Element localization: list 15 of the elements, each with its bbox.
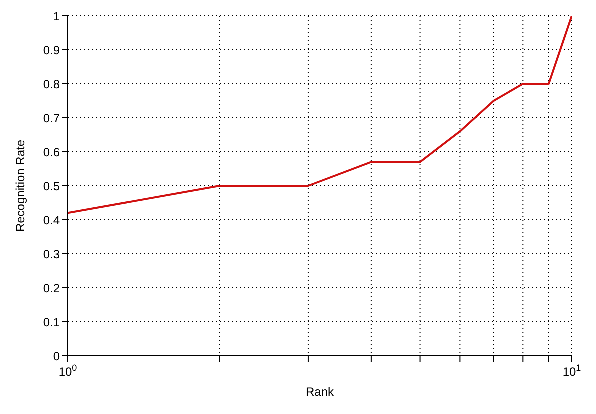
x-tick-label: 10$^{1}$: [562, 363, 582, 379]
y-tick-label: 0.5: [43, 179, 60, 194]
y-tick-label: 1: [53, 9, 60, 24]
y-tick-label: 0.4: [43, 213, 60, 228]
y-tick-label: 0.9: [43, 43, 60, 58]
y-tick-label: 0.7: [43, 111, 60, 126]
x-axis-title: Rank: [306, 385, 336, 399]
y-tick-label: 0: [53, 349, 60, 364]
y-tick-label: 0.6: [43, 145, 60, 160]
y-tick-label: 0.8: [43, 77, 60, 92]
y-tick-label: 0.2: [43, 281, 60, 296]
y-axis-title: Recognition Rate: [13, 140, 28, 232]
x-tick-label: 10$^{0}$: [58, 363, 78, 379]
y-tick-label: 0.3: [43, 247, 60, 262]
y-tick-label: 0.1: [43, 315, 60, 330]
